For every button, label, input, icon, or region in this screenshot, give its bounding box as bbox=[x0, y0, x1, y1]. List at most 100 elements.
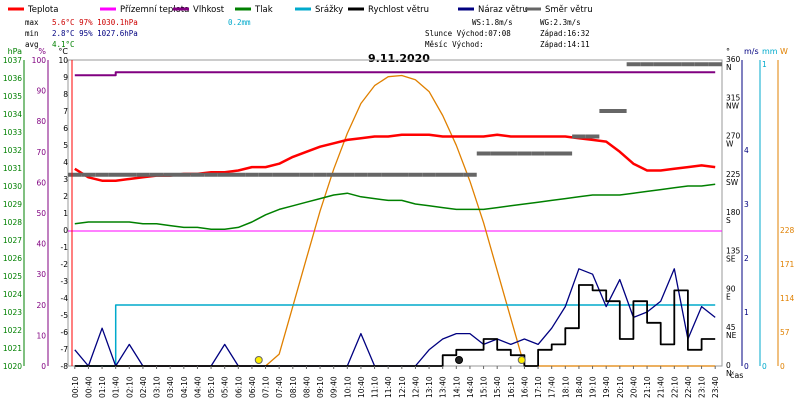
x-tick-label: 01:40 bbox=[112, 376, 121, 398]
summary-moonset: Západ:14:11 bbox=[540, 40, 590, 49]
humidity-axis-tick: 0 bbox=[41, 362, 46, 371]
direction-tick: 180 bbox=[726, 208, 741, 217]
x-tick-label: 04:10 bbox=[180, 376, 189, 398]
solar-tick: 228 bbox=[780, 226, 795, 235]
pressure-axis-tick: 1035 bbox=[3, 92, 22, 101]
direction-tick: 45 bbox=[726, 323, 736, 332]
pressure-axis-tick: 1021 bbox=[3, 344, 22, 353]
pressure-axis-tick: 1026 bbox=[3, 254, 22, 263]
direction-tick: 225 bbox=[726, 170, 741, 179]
summary-label: max bbox=[25, 18, 39, 27]
x-tick-label: 03:10 bbox=[153, 376, 162, 398]
moon-marker bbox=[455, 356, 464, 364]
x-tick-label: 14:10 bbox=[452, 376, 461, 398]
summary-min: 2.8°C 95% 1027.6hPa bbox=[52, 29, 138, 38]
wind-speed-tick: 3 bbox=[744, 200, 749, 209]
temperature-axis-tick: -5 bbox=[61, 311, 69, 320]
right-axes: °0N45NE90E135SE180S225SW270W315NW360Nm/s… bbox=[726, 47, 795, 378]
solar-tick: 57 bbox=[780, 328, 790, 337]
direction-tick: 135 bbox=[726, 246, 741, 255]
direction-name: S bbox=[726, 216, 731, 225]
humidity-axis-tick: 10 bbox=[36, 331, 46, 340]
humidity-axis-tick: 90 bbox=[36, 87, 46, 96]
x-tick-label: 00:40 bbox=[84, 376, 93, 398]
solar-tick: 114 bbox=[780, 294, 795, 303]
legend: Teplota Přízemní teplota Vlhkost Tlak Srážky… bbox=[8, 5, 593, 15]
direction-tick: 270 bbox=[726, 132, 741, 141]
x-tick-label: 23:40 bbox=[711, 376, 720, 398]
humidity-axis-tick: 70 bbox=[36, 148, 46, 157]
x-tick-label: 00:10 bbox=[71, 376, 80, 398]
x-tick-label: 06:10 bbox=[234, 376, 243, 398]
x-tick-label: 11:40 bbox=[384, 376, 393, 398]
pressure-axis-tick: 1022 bbox=[3, 326, 22, 335]
summary-moon: Měsíc Východ: bbox=[425, 40, 484, 49]
temperature-axis-tick: 1 bbox=[63, 209, 68, 218]
x-tick-label: 20:40 bbox=[629, 376, 638, 398]
x-tick-label: 17:40 bbox=[548, 376, 557, 398]
pressure-axis-tick: 1034 bbox=[3, 110, 22, 119]
legend-label: Teplota bbox=[27, 5, 58, 15]
temperature-axis-label: °C bbox=[58, 47, 68, 56]
x-tick-label: 19:40 bbox=[602, 376, 611, 398]
x-tick-label: 21:40 bbox=[657, 376, 666, 398]
summary-ws: WS:1.8m/s bbox=[472, 18, 513, 27]
humidity-axis-label: % bbox=[38, 47, 46, 56]
x-tick-label: 18:10 bbox=[561, 376, 570, 398]
temperature-axis-tick: 6 bbox=[63, 124, 68, 133]
summary-label: min bbox=[25, 29, 39, 38]
x-tick-label: 11:10 bbox=[371, 376, 380, 398]
x-tick-label: 17:10 bbox=[534, 376, 543, 398]
x-tick-label: 22:10 bbox=[670, 376, 679, 398]
x-tick-label: 12:10 bbox=[398, 376, 407, 398]
temperature-axis-tick: 0 bbox=[63, 226, 68, 235]
x-tick-label: 16:10 bbox=[507, 376, 516, 398]
pressure-axis-tick: 1025 bbox=[3, 272, 22, 281]
rain-axis-label: mm bbox=[762, 47, 778, 56]
x-tick-label: 09:40 bbox=[330, 376, 339, 398]
temperature-axis-tick: -6 bbox=[61, 328, 69, 337]
direction-name: SW bbox=[726, 178, 739, 187]
legend-label: Tlak bbox=[254, 5, 273, 15]
solar-tick: 0 bbox=[780, 362, 785, 371]
direction-axis-label: ° bbox=[726, 47, 730, 56]
summary-label: avg bbox=[25, 40, 39, 49]
left-axes: hPa1020102110221023102410251026102710281… bbox=[3, 47, 73, 371]
direction-name: SE bbox=[726, 254, 736, 263]
direction-name: N bbox=[726, 63, 732, 72]
pressure-axis-tick: 1037 bbox=[3, 56, 22, 65]
x-tick-label: 18:40 bbox=[575, 376, 584, 398]
pressure-axis-tick: 1029 bbox=[3, 200, 22, 209]
x-tick-label: 22:40 bbox=[684, 376, 693, 398]
humidity-axis-tick: 60 bbox=[36, 178, 46, 187]
x-tick-label: 10:10 bbox=[343, 376, 352, 398]
chart-title: 9.11.2020 bbox=[368, 52, 430, 65]
wind-axis-label: m/s bbox=[744, 47, 759, 56]
pressure-axis-tick: 1031 bbox=[3, 164, 22, 173]
summary-sun: Slunce Východ:07:08 bbox=[425, 29, 511, 38]
direction-name: N bbox=[726, 369, 732, 378]
x-tick-label: 01:10 bbox=[98, 376, 107, 398]
temperature-axis-tick: 10 bbox=[58, 56, 68, 65]
x-tick-label: 08:40 bbox=[302, 376, 311, 398]
pressure-axis-tick: 1032 bbox=[3, 146, 22, 155]
legend-label: Náraz větru bbox=[478, 5, 528, 15]
x-axis-label: čas bbox=[730, 370, 743, 380]
x-tick-label: 14:40 bbox=[466, 376, 475, 398]
x-tick-label: 15:10 bbox=[480, 376, 489, 398]
x-tick-label: 02:40 bbox=[139, 376, 148, 398]
plot-area bbox=[67, 59, 723, 367]
x-tick-label: 05:10 bbox=[207, 376, 216, 398]
temperature-axis-tick: -2 bbox=[61, 260, 69, 269]
x-tick-label: 09:10 bbox=[316, 376, 325, 398]
x-tick-label: 13:10 bbox=[425, 376, 434, 398]
temperature-axis-tick: 8 bbox=[63, 90, 68, 99]
wind-speed-tick: 0 bbox=[744, 362, 749, 371]
pressure-axis-tick: 1023 bbox=[3, 308, 22, 317]
x-tick-label: 13:40 bbox=[439, 376, 448, 398]
direction-tick: 90 bbox=[726, 285, 736, 294]
temperature-axis-tick: -4 bbox=[61, 294, 69, 303]
wind-speed-tick: 2 bbox=[744, 254, 749, 263]
temperature-axis-tick: 3 bbox=[63, 175, 68, 184]
temperature-axis-tick: -8 bbox=[61, 362, 69, 371]
